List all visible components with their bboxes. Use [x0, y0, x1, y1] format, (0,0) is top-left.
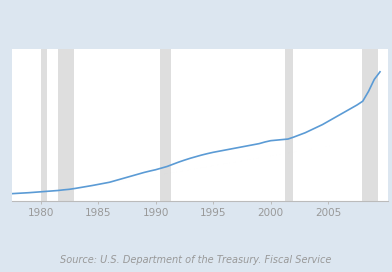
Bar: [40, 49, 47, 201]
Text: Source: U.S. Department of the Treasury. Fiscal Service: Source: U.S. Department of the Treasury.…: [60, 255, 332, 265]
Bar: [160, 49, 171, 201]
Bar: [58, 49, 74, 201]
Bar: [285, 49, 292, 201]
Bar: [361, 49, 378, 201]
